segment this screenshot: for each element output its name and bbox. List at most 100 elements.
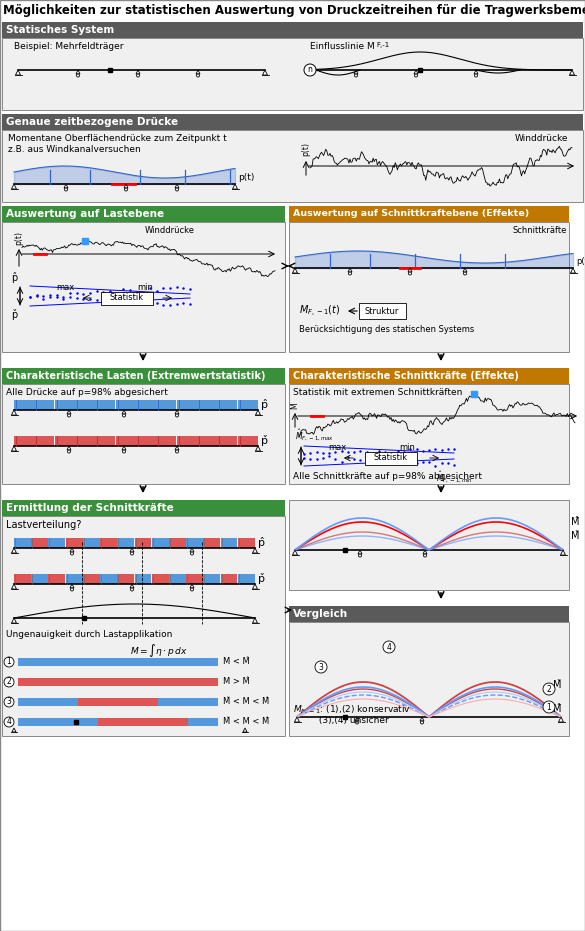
Bar (2, 368, 285, 384)
Bar (117, 574, 134, 584)
Bar (238, 574, 254, 584)
Circle shape (474, 74, 477, 77)
Polygon shape (70, 548, 74, 552)
Text: Vergleich: Vergleich (293, 609, 348, 619)
Circle shape (71, 588, 74, 591)
Bar (238, 400, 257, 410)
Polygon shape (175, 446, 179, 450)
Circle shape (122, 450, 126, 453)
Circle shape (64, 188, 67, 191)
Polygon shape (12, 184, 16, 189)
Polygon shape (474, 70, 478, 74)
Circle shape (197, 74, 199, 77)
Text: M̌ < M < M̂: M̌ < M < M̂ (223, 718, 269, 726)
Bar (116, 400, 136, 410)
Text: M̌: M̌ (571, 531, 580, 541)
FancyBboxPatch shape (359, 303, 406, 319)
Text: Winddrücke: Winddrücke (514, 134, 568, 143)
Bar (2, 206, 285, 222)
Text: min: min (137, 283, 153, 292)
Text: p̂: p̂ (11, 272, 17, 283)
Bar (289, 222, 569, 352)
Text: Statisches System: Statisches System (6, 25, 114, 35)
Circle shape (125, 188, 128, 191)
Bar (135, 538, 152, 548)
Circle shape (77, 74, 80, 77)
Bar (78, 698, 158, 706)
Text: Ungenauigkeit durch Lastapplikation: Ungenauigkeit durch Lastapplikation (6, 630, 173, 639)
Circle shape (130, 588, 133, 591)
Text: p(t): p(t) (301, 142, 311, 156)
Polygon shape (294, 717, 300, 722)
Bar (18, 718, 218, 726)
Polygon shape (232, 184, 238, 189)
Circle shape (122, 414, 126, 417)
Text: Schnittkräfte: Schnittkräfte (512, 226, 567, 235)
Circle shape (176, 188, 178, 191)
Polygon shape (124, 184, 128, 188)
Bar (238, 538, 254, 548)
Text: F,-1: F,-1 (376, 42, 389, 48)
Polygon shape (196, 70, 200, 74)
Circle shape (304, 64, 316, 76)
Polygon shape (136, 70, 140, 74)
Circle shape (4, 717, 14, 727)
Polygon shape (130, 584, 134, 588)
Text: z.B. aus Windkanalversuchen: z.B. aus Windkanalversuchen (8, 145, 141, 154)
Bar (18, 698, 218, 706)
Text: Einflusslinie M: Einflusslinie M (310, 42, 375, 51)
Text: 2: 2 (6, 678, 11, 686)
Bar (204, 574, 221, 584)
Text: p̌: p̌ (258, 573, 265, 585)
Polygon shape (12, 584, 16, 589)
Polygon shape (253, 618, 257, 623)
Text: $M_{F,-1}(t)$: $M_{F,-1}(t)$ (299, 304, 340, 318)
Polygon shape (256, 410, 260, 415)
Text: max: max (56, 283, 74, 292)
Circle shape (136, 74, 139, 77)
Polygon shape (175, 184, 179, 188)
Text: Winddrücke: Winddrücke (145, 226, 195, 235)
Circle shape (383, 641, 395, 653)
Bar (2, 22, 583, 38)
Polygon shape (354, 70, 358, 74)
Polygon shape (175, 410, 179, 414)
Polygon shape (423, 550, 427, 554)
Bar (14, 400, 34, 410)
Circle shape (71, 552, 74, 555)
Bar (31, 574, 48, 584)
Text: Statistik mit extremen Schnittkräften: Statistik mit extremen Schnittkräften (293, 388, 462, 397)
Text: M̌: M̌ (552, 680, 561, 690)
Text: 3: 3 (6, 697, 12, 707)
Circle shape (421, 721, 424, 724)
Text: Charakteristische Schnittkräfte (Effekte): Charakteristische Schnittkräfte (Effekte… (293, 371, 519, 381)
Bar (2, 114, 583, 130)
Polygon shape (12, 410, 16, 415)
Circle shape (67, 414, 71, 417)
Polygon shape (190, 584, 194, 588)
Bar (289, 622, 569, 736)
Circle shape (4, 677, 14, 687)
Text: $\hat{M}_{F,-1,min}$: $\hat{M}_{F,-1,min}$ (436, 469, 473, 485)
Circle shape (4, 657, 14, 667)
Bar (221, 538, 238, 548)
Bar (117, 538, 134, 548)
Bar (75, 436, 95, 446)
Bar (98, 718, 188, 726)
Circle shape (67, 450, 71, 453)
Text: 1: 1 (6, 657, 11, 667)
Text: 3: 3 (319, 663, 324, 671)
Circle shape (176, 450, 178, 453)
Circle shape (359, 554, 362, 557)
Polygon shape (263, 70, 267, 75)
Bar (152, 538, 168, 548)
Circle shape (191, 552, 194, 555)
Bar (135, 574, 152, 584)
Polygon shape (12, 446, 16, 451)
Polygon shape (12, 618, 16, 623)
Text: M̌ < M < M̂: M̌ < M < M̂ (223, 697, 269, 707)
Polygon shape (560, 550, 566, 555)
Polygon shape (70, 584, 74, 588)
Polygon shape (355, 717, 359, 721)
Text: p(t): p(t) (15, 231, 23, 245)
